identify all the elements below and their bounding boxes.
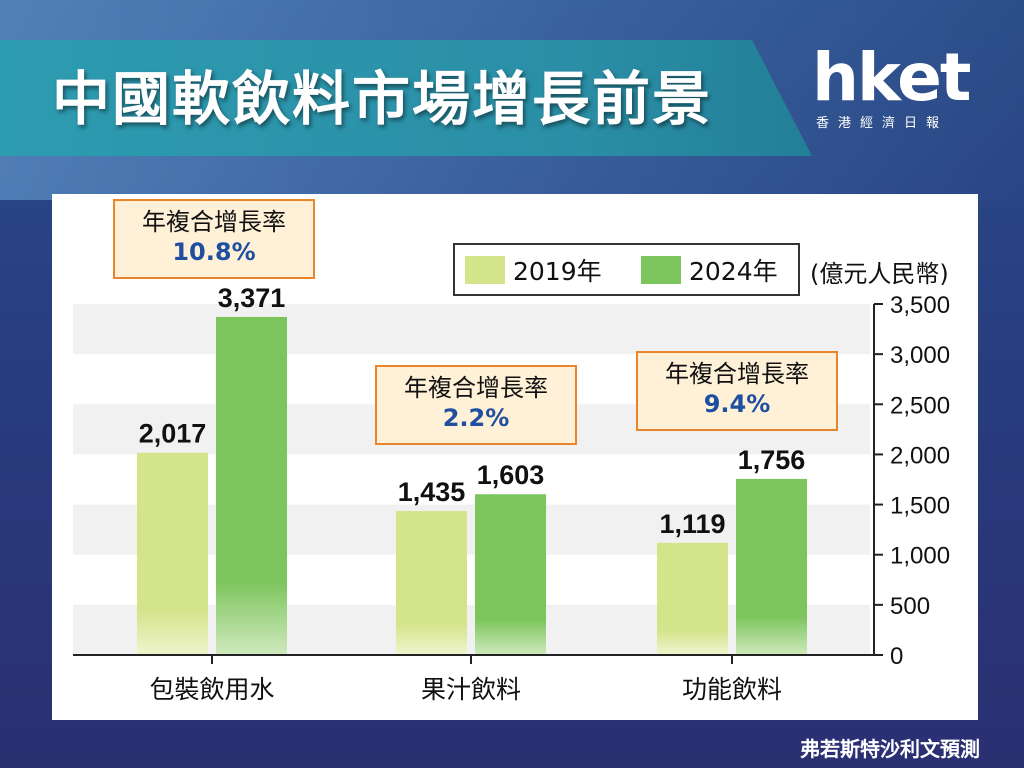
cagr-value: 2.2% bbox=[442, 404, 510, 432]
data-label: 1,119 bbox=[659, 509, 725, 539]
data-label: 1,435 bbox=[398, 477, 466, 507]
logo-subtitle: 香港經濟日報 bbox=[816, 116, 949, 131]
data-label: 3,371 bbox=[218, 283, 286, 313]
cagr-label: 年複合增長率 bbox=[404, 374, 548, 402]
y-tick-label: 2,000 bbox=[890, 442, 950, 469]
bar-2024年-0 bbox=[216, 316, 287, 655]
cagr-value: 9.4% bbox=[703, 390, 771, 418]
cagr-box-juice: 年複合增長率 2.2% bbox=[375, 365, 577, 445]
bar-2019年-1 bbox=[396, 511, 467, 655]
data-label: 1,756 bbox=[738, 445, 806, 475]
bar-2019年-2 bbox=[657, 542, 728, 655]
y-tick-label: 3,000 bbox=[890, 342, 950, 369]
cagr-value: 10.8% bbox=[172, 238, 256, 266]
data-label: 1,603 bbox=[477, 460, 545, 490]
y-tick-label: 0 bbox=[890, 643, 903, 670]
category-label: 果汁飲料 bbox=[421, 675, 521, 704]
legend-item-2019: 2019年 bbox=[465, 255, 602, 286]
category-label: 功能飲料 bbox=[682, 675, 782, 704]
y-tick-label: 3,500 bbox=[890, 292, 950, 319]
y-tick-label: 2,500 bbox=[890, 392, 950, 419]
title-banner bbox=[0, 40, 812, 156]
legend-swatch-2019 bbox=[465, 256, 505, 284]
page-title: 中國軟飲料市場增長前景 bbox=[52, 65, 713, 133]
cagr-label: 年複合增長率 bbox=[665, 360, 809, 388]
legend-item-2024: 2024年 bbox=[641, 255, 778, 286]
chart-legend: 2019年 2024年 bbox=[453, 243, 800, 296]
bar-2024年-2 bbox=[736, 478, 807, 655]
source-note: 弗若斯特沙利文預測 bbox=[800, 737, 980, 761]
cagr-box-bottled-water: 年複合增長率 10.8% bbox=[113, 199, 315, 279]
bar-2019年-0 bbox=[137, 452, 208, 655]
y-tick-label: 1,500 bbox=[890, 493, 950, 520]
logo-wordmark: hket bbox=[812, 39, 971, 116]
data-label: 2,017 bbox=[139, 419, 207, 449]
unit-label: (億元人民幣) bbox=[810, 260, 949, 288]
grid-band bbox=[73, 304, 870, 355]
y-tick-label: 500 bbox=[890, 593, 930, 620]
legend-text-2024: 2024年 bbox=[689, 257, 778, 286]
cagr-box-functional: 年複合增長率 9.4% bbox=[636, 351, 838, 431]
legend-text-2019: 2019年 bbox=[513, 257, 602, 286]
y-tick-label: 1,000 bbox=[890, 543, 950, 570]
cagr-label: 年複合增長率 bbox=[142, 208, 286, 236]
legend-swatch-2024 bbox=[641, 256, 681, 284]
hket-logo: hket 香港經濟日報 bbox=[808, 36, 988, 132]
bar-2024年-1 bbox=[475, 494, 546, 655]
category-label: 包裝飲用水 bbox=[149, 675, 274, 704]
